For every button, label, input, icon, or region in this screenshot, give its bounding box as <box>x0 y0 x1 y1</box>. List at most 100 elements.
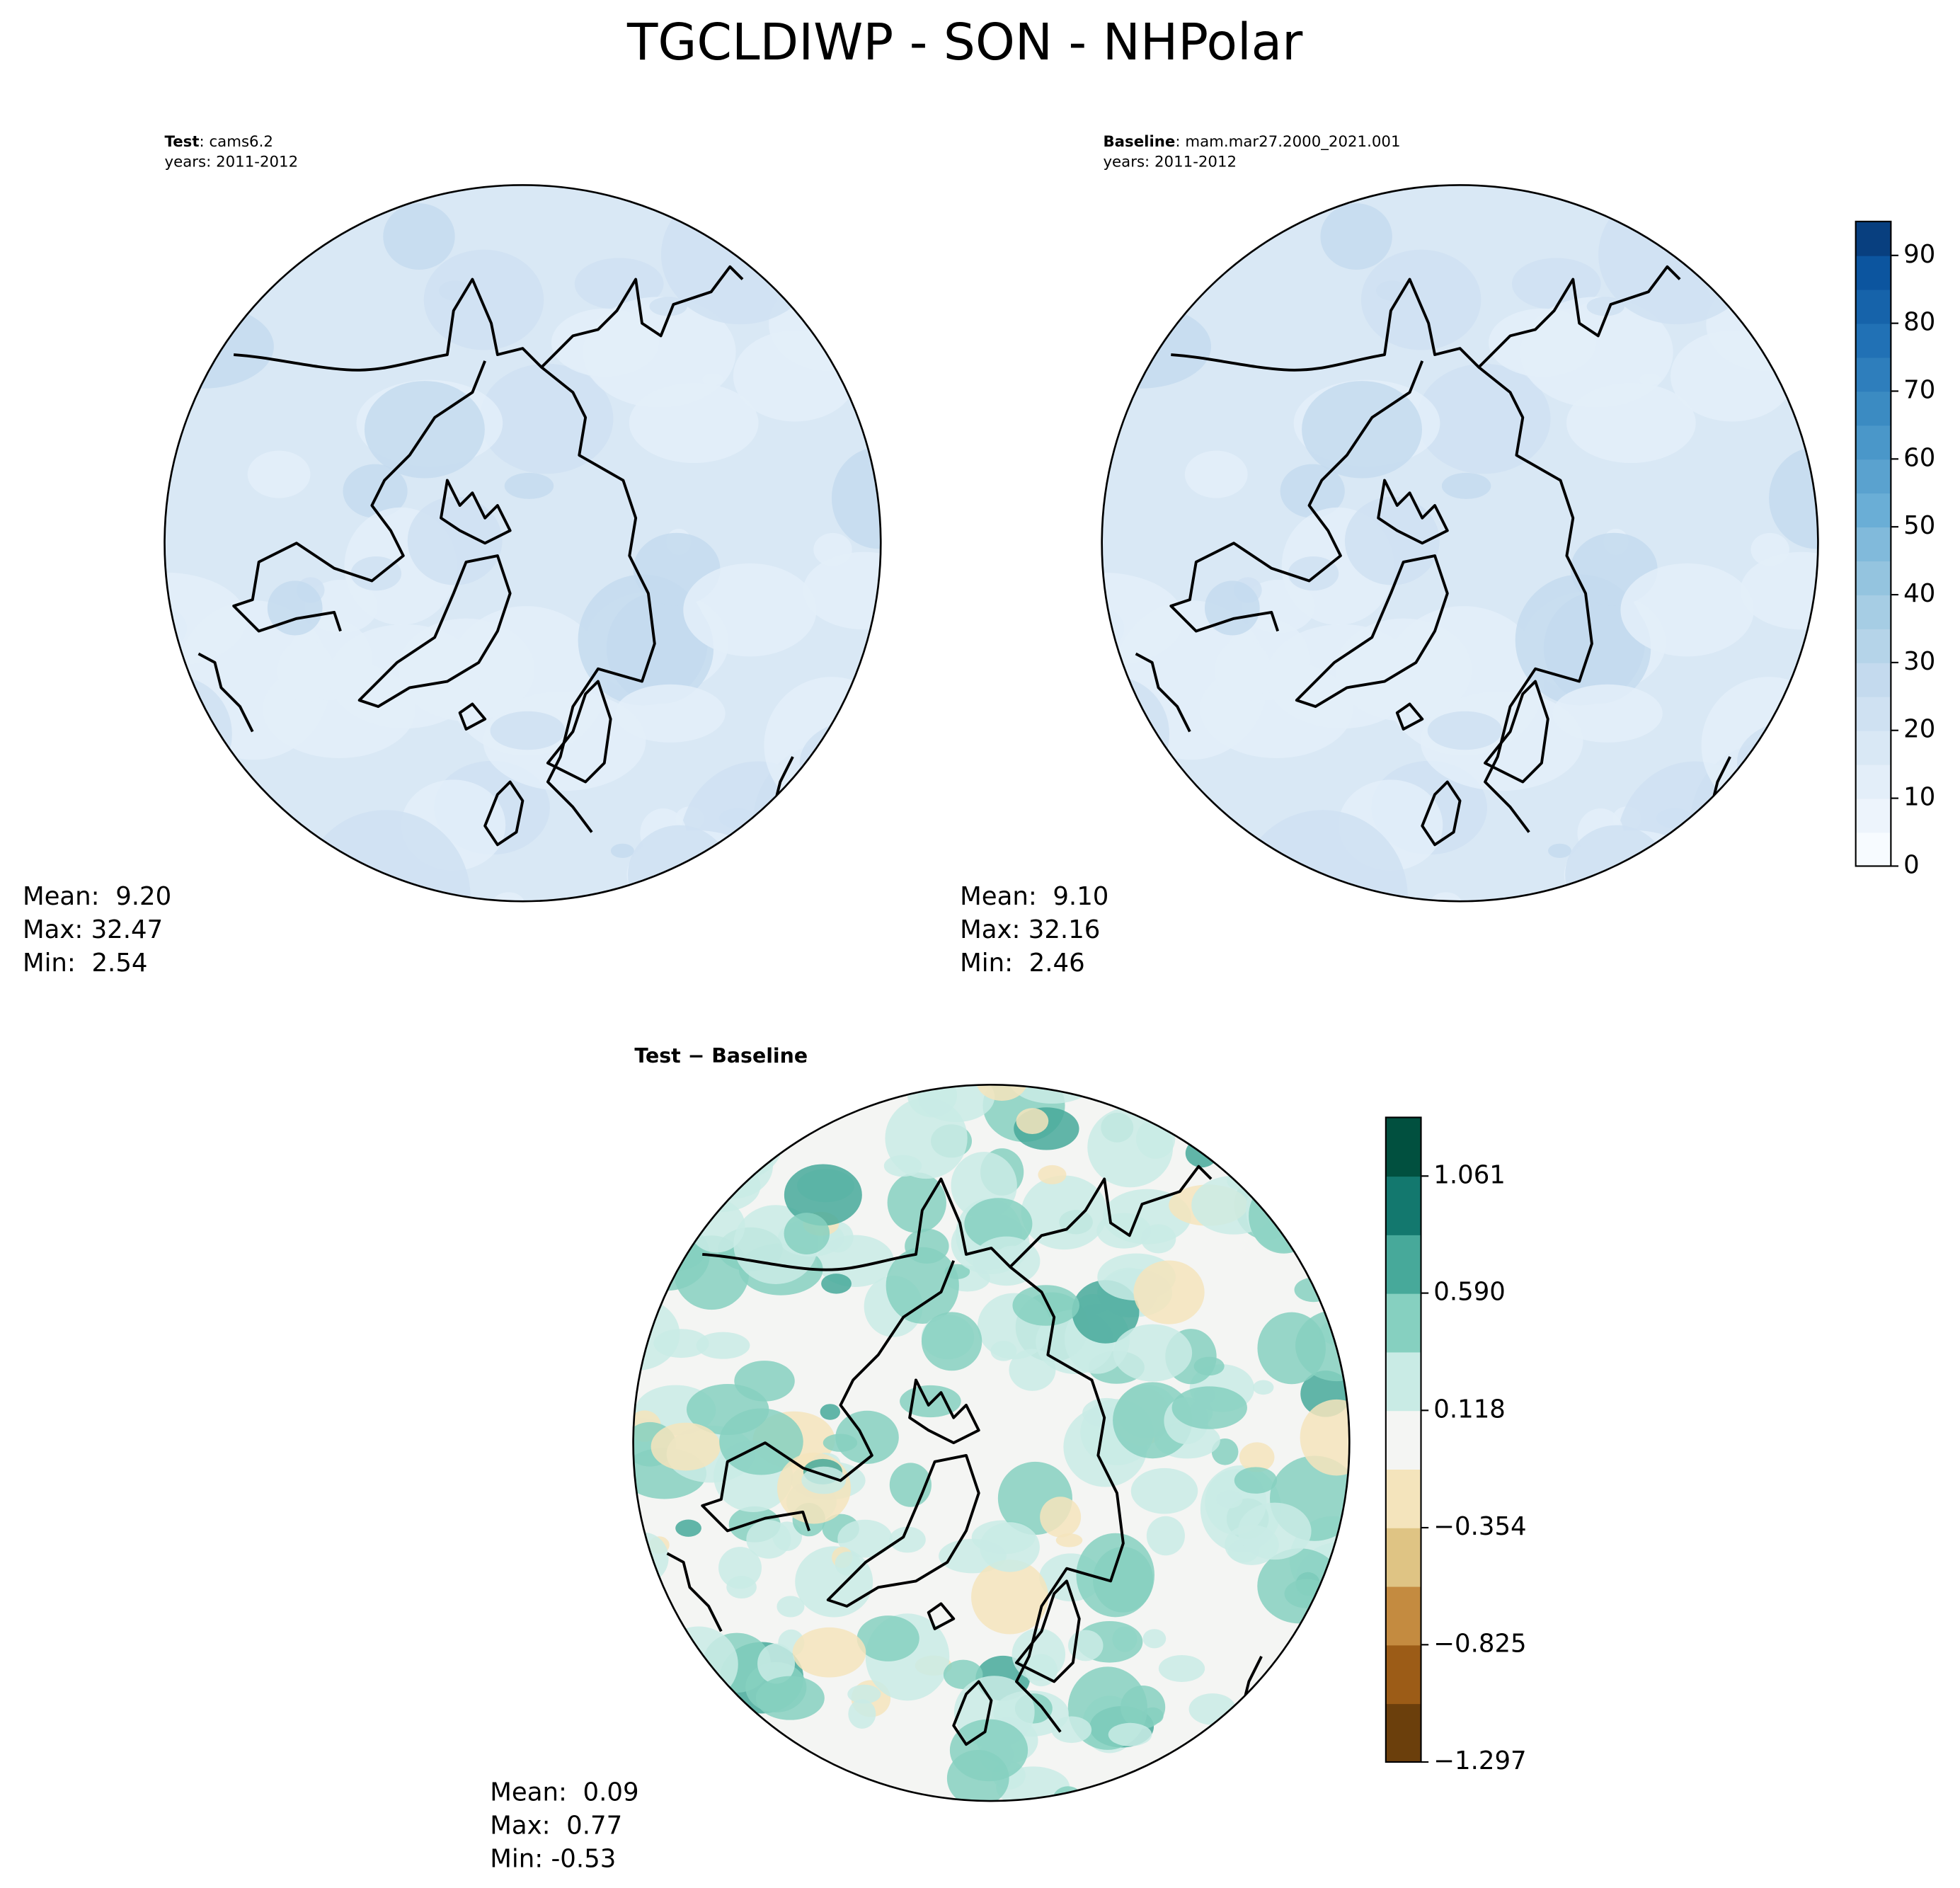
map-shade <box>1113 1382 1193 1459</box>
map-shade <box>1158 1654 1205 1683</box>
colorbar-tick-label: 80 <box>1903 308 1935 337</box>
map-shade <box>1300 1085 1350 1132</box>
map-shade <box>1430 892 1462 902</box>
colorbar-band <box>1855 527 1891 562</box>
map-shade <box>633 1705 685 1779</box>
map-shade <box>633 1532 669 1584</box>
map-shade <box>1211 1737 1285 1802</box>
colorbar-tick-label: 30 <box>1903 647 1935 676</box>
map-border <box>164 184 882 903</box>
map-shade <box>1016 1108 1049 1135</box>
map-shade <box>1270 1111 1294 1134</box>
map-shade <box>688 1092 776 1163</box>
map-shade <box>751 1116 784 1135</box>
map-shade <box>671 1756 733 1790</box>
map-shade <box>1288 556 1339 591</box>
map-shade <box>1344 496 1440 585</box>
map-shade <box>704 840 869 902</box>
map-stat: Max: 0.77 <box>490 1811 622 1840</box>
panel-case: : mam.mar27.2000_2021.001 <box>1175 133 1400 151</box>
map-shade <box>764 1085 803 1097</box>
map-shade <box>423 249 544 350</box>
map-shade <box>164 676 232 792</box>
panel-case: : cams6.2 <box>200 133 273 151</box>
map-shade <box>746 1520 791 1559</box>
map-shade <box>734 1361 795 1402</box>
map-shade <box>633 1114 653 1155</box>
map-stat: Mean: 0.09 <box>490 1778 638 1807</box>
map-shade <box>1441 472 1491 499</box>
map-shade <box>1237 1119 1312 1186</box>
map-shade <box>1620 563 1754 657</box>
map-shade <box>847 1684 881 1704</box>
map-shade <box>1489 308 1597 377</box>
map-shade <box>755 1676 825 1720</box>
colorbar-tick-label: 90 <box>1903 240 1935 269</box>
map-shade <box>300 810 471 902</box>
colorbar-band <box>1855 662 1891 697</box>
map-shade <box>267 580 323 636</box>
map-shade <box>1285 1636 1350 1688</box>
colorbar-band <box>1855 391 1891 426</box>
map-shade <box>247 450 311 498</box>
map-shade <box>1290 1691 1331 1736</box>
map-shade <box>633 1219 710 1291</box>
colorbar-tick-label: −0.825 <box>1433 1629 1526 1658</box>
colorbar-band <box>1385 1235 1421 1294</box>
map-shade <box>964 1198 1033 1250</box>
colorbar-tick-label: 70 <box>1903 376 1935 405</box>
map-shade <box>1203 1775 1248 1802</box>
map-shade <box>949 1719 1028 1782</box>
colorbar-band <box>1385 1351 1421 1412</box>
map-shade <box>1101 572 1184 668</box>
map-shade <box>887 1172 946 1233</box>
panel-years: years: 2011-2012 <box>165 153 299 171</box>
map-shade <box>820 1404 840 1420</box>
map-shade <box>1326 1630 1350 1652</box>
colorbar-band <box>1385 1176 1421 1235</box>
colorbar-band <box>1855 798 1891 833</box>
map-shade <box>792 1627 866 1678</box>
map-shade <box>1146 1516 1185 1556</box>
map-shade <box>1565 825 1668 902</box>
map-shade <box>1101 820 1128 880</box>
map-shade <box>813 532 852 566</box>
map-shade <box>649 1260 676 1276</box>
map-shade <box>628 825 731 902</box>
map-shade <box>1021 1175 1108 1250</box>
map-shade <box>1184 450 1248 498</box>
map-shade <box>1101 676 1169 792</box>
colorbar-band <box>1855 493 1891 528</box>
map-shade <box>1249 1178 1319 1254</box>
map-shade <box>1012 1285 1079 1326</box>
map-shade <box>659 1626 738 1703</box>
map-shade <box>1360 249 1482 350</box>
map-shade <box>1237 1502 1312 1560</box>
map-shade <box>1255 1773 1341 1802</box>
colorbar-band <box>1855 730 1891 765</box>
map-shade <box>1245 1092 1286 1119</box>
map-shade <box>1101 304 1211 389</box>
map-shade <box>885 1097 968 1179</box>
map-shade <box>1746 185 1787 190</box>
map-shade <box>1740 551 1818 630</box>
colorbar-band <box>1855 289 1891 324</box>
map-shade <box>1566 382 1696 464</box>
map-shade <box>1641 840 1806 902</box>
map-shade <box>1320 203 1392 270</box>
colorbar-band <box>1855 255 1891 290</box>
map-shade <box>724 1085 804 1130</box>
map-shade <box>1340 1663 1350 1690</box>
panel-header: Test: cams6.2 <box>165 133 273 151</box>
map-shade <box>1548 843 1571 858</box>
map-shade <box>639 1094 721 1169</box>
map-shade <box>706 1085 765 1115</box>
map-shade <box>1748 747 1787 788</box>
map-shade <box>1222 1086 1249 1102</box>
map-shade <box>633 1713 694 1770</box>
map-shade <box>683 563 817 657</box>
map-shade <box>1265 1746 1324 1785</box>
map-shade <box>776 1596 805 1618</box>
map-shade <box>649 297 687 316</box>
map-shade <box>504 472 554 499</box>
